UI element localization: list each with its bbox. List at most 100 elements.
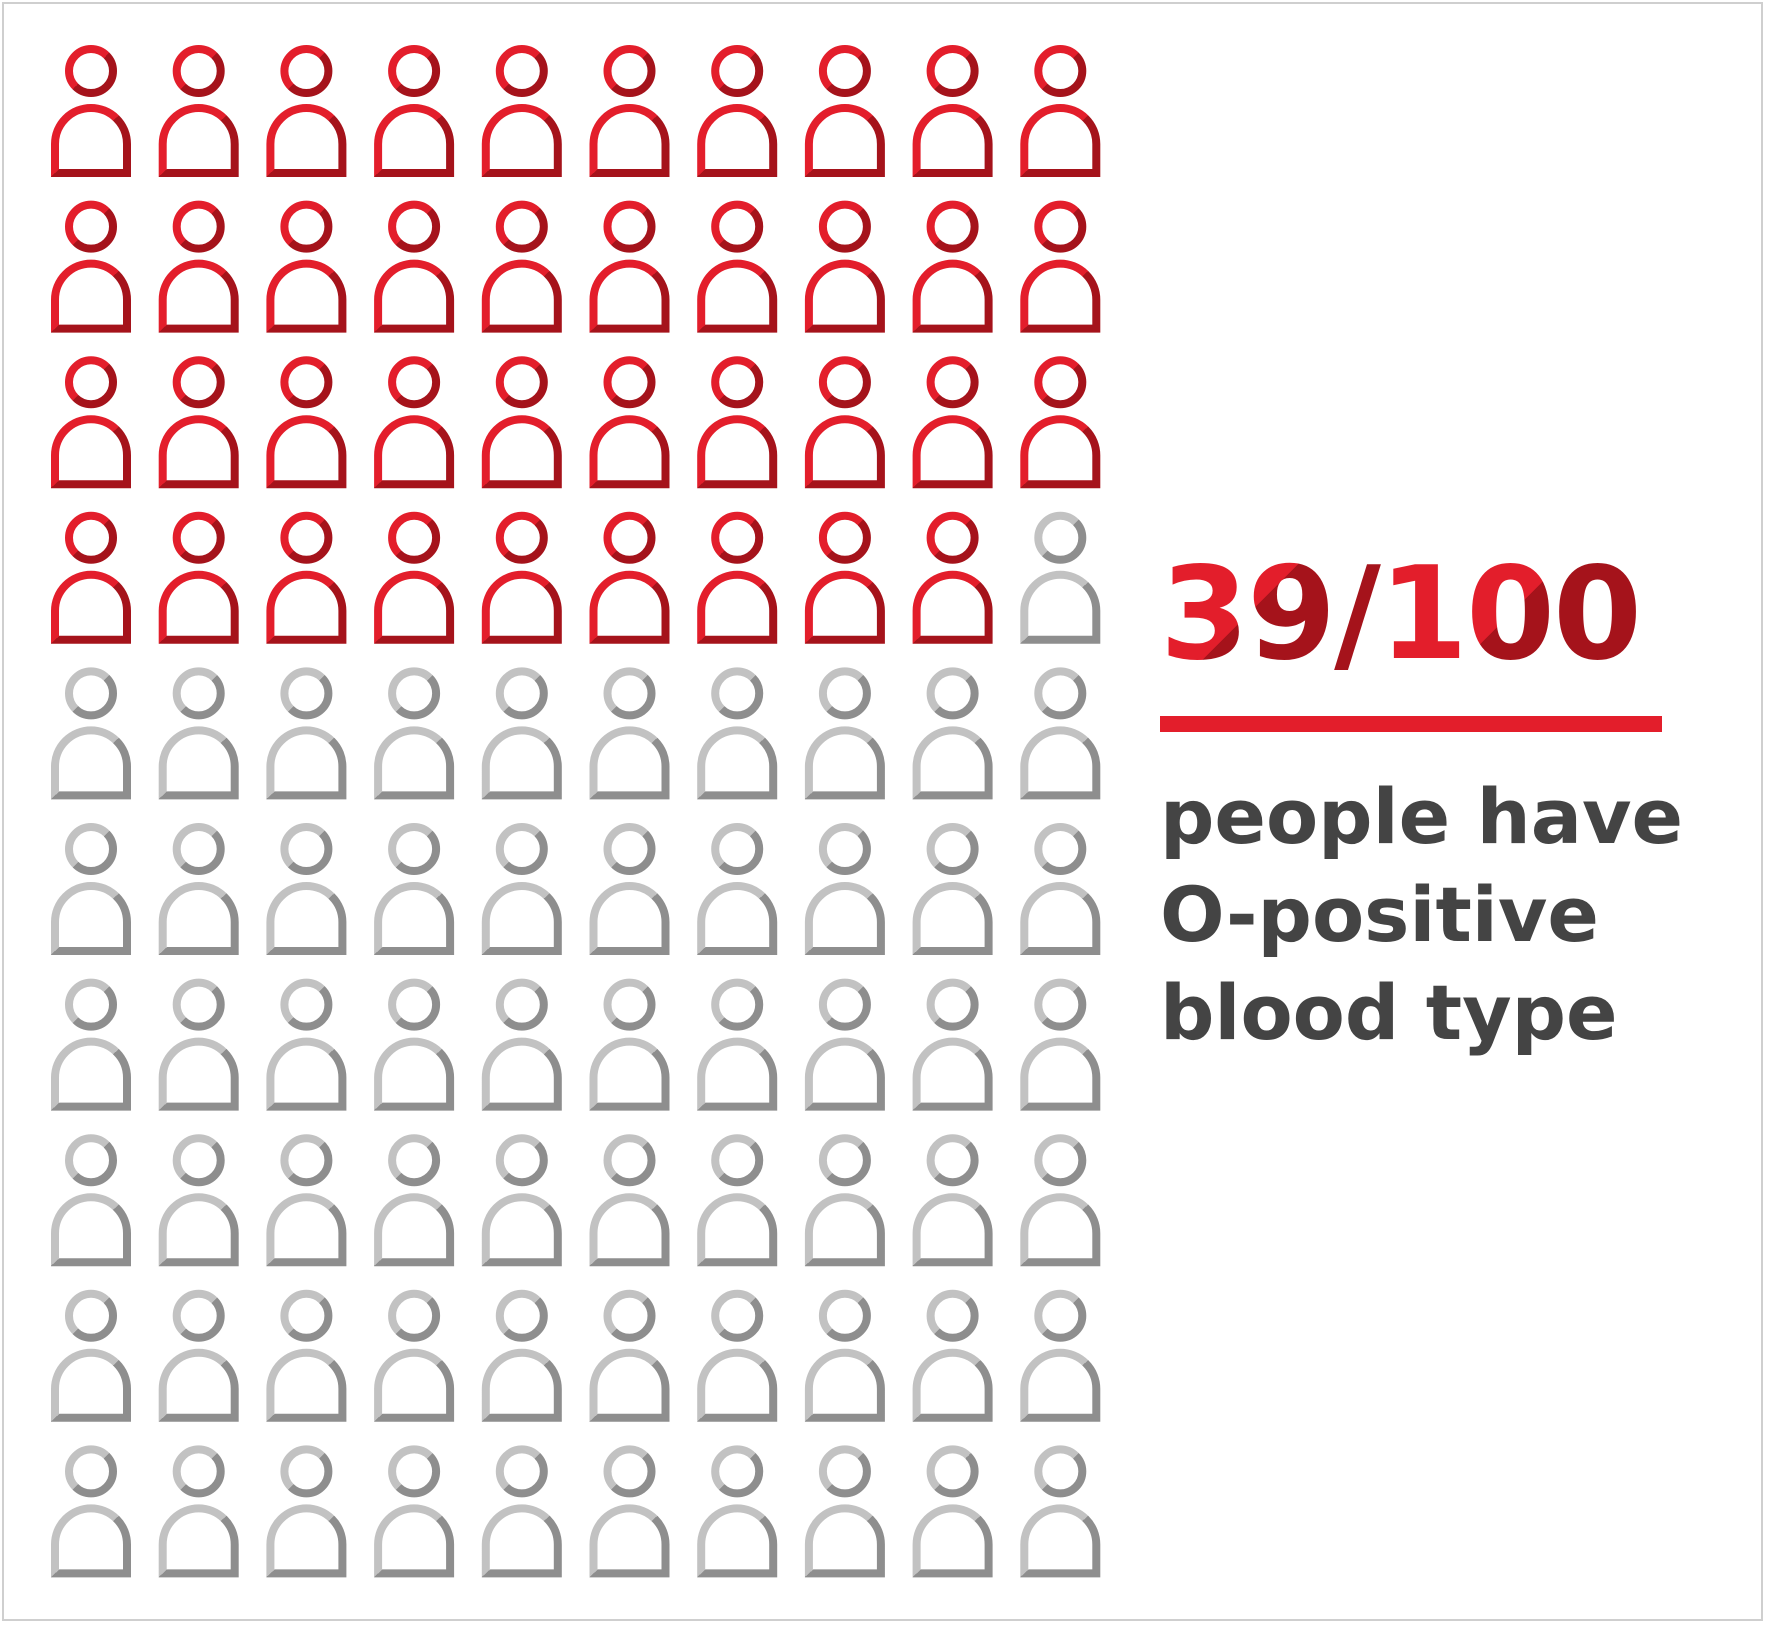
person-icon-highlighted — [51, 356, 131, 489]
person-icon — [697, 667, 778, 800]
person-icon — [158, 1289, 239, 1422]
person-icon-highlighted — [481, 200, 562, 333]
person-icon — [804, 823, 885, 955]
person-icon-highlighted — [481, 356, 562, 489]
person-icon-highlighted — [1020, 45, 1101, 177]
stat-caption: people have O-positive blood type — [1160, 768, 1720, 1062]
person-icon-highlighted — [912, 511, 993, 644]
person-icon-highlighted — [51, 511, 131, 644]
person-icon — [158, 978, 239, 1111]
stat-separator: / — [1334, 540, 1381, 689]
person-icon-highlighted — [589, 356, 670, 489]
person-icon — [51, 1445, 131, 1578]
person-icon-highlighted — [266, 200, 347, 333]
person-icon — [481, 978, 562, 1111]
stat-divider — [1160, 716, 1662, 732]
person-icon — [589, 1289, 670, 1422]
person-icon — [804, 667, 885, 800]
person-icon — [374, 978, 455, 1111]
person-icon-highlighted — [697, 356, 778, 489]
person-icon-highlighted — [1020, 200, 1101, 333]
person-icon — [912, 978, 993, 1111]
person-icon — [158, 823, 239, 955]
person-icon — [374, 823, 455, 955]
person-icon-highlighted — [374, 511, 455, 644]
person-icon — [1020, 1134, 1101, 1267]
person-icon-highlighted — [266, 356, 347, 489]
person-icon-highlighted — [912, 356, 993, 489]
person-icon — [589, 978, 670, 1111]
person-icon-highlighted — [481, 45, 562, 177]
person-icon — [697, 1289, 778, 1422]
caption-line-3: blood type — [1160, 968, 1618, 1057]
person-icon — [374, 1134, 455, 1267]
stat-numerator: 39 — [1160, 540, 1336, 689]
person-icon-highlighted — [266, 45, 347, 177]
person-icon-highlighted — [51, 45, 131, 177]
person-icon-highlighted — [158, 511, 239, 644]
person-icon — [589, 667, 670, 800]
person-icon-highlighted — [697, 200, 778, 333]
person-icon-highlighted — [266, 511, 347, 644]
person-icon — [912, 667, 993, 800]
person-icon — [804, 1134, 885, 1267]
person-icon — [158, 1134, 239, 1267]
person-icon-highlighted — [589, 200, 670, 333]
person-icon-highlighted — [804, 200, 885, 333]
person-icon — [1020, 1445, 1101, 1578]
person-icon — [912, 1134, 993, 1267]
stat-denominator: 100 — [1378, 540, 1642, 689]
person-icon — [804, 978, 885, 1111]
person-icon-highlighted — [158, 356, 239, 489]
person-icon-highlighted — [158, 45, 239, 177]
person-icon — [158, 667, 239, 800]
person-icon — [804, 1445, 885, 1578]
stat-fraction: 39/100 — [1160, 540, 1720, 690]
person-icon-highlighted — [912, 45, 993, 177]
person-icon — [266, 1445, 347, 1578]
person-icon — [697, 1445, 778, 1578]
person-icon-highlighted — [481, 511, 562, 644]
person-icon — [481, 823, 562, 955]
person-icon — [589, 1134, 670, 1267]
pictogram-grid — [51, 45, 1101, 1578]
person-icon-highlighted — [804, 356, 885, 489]
person-icon — [481, 1445, 562, 1578]
person-icon-highlighted — [374, 200, 455, 333]
person-icon — [266, 1289, 347, 1422]
person-icon-highlighted — [589, 511, 670, 644]
person-icon — [1020, 823, 1101, 955]
stat-panel: 39/100 people have O-positive blood type — [1160, 540, 1720, 1062]
person-icon — [266, 667, 347, 800]
person-icon — [589, 1445, 670, 1578]
caption-line-2: O-positive — [1160, 870, 1599, 959]
person-icon — [266, 823, 347, 955]
person-icon-highlighted — [912, 200, 993, 333]
person-icon — [266, 978, 347, 1111]
person-icon — [697, 1134, 778, 1267]
person-icon — [51, 978, 131, 1111]
person-icon — [51, 1289, 131, 1422]
person-icon — [266, 1134, 347, 1267]
person-icon — [697, 823, 778, 955]
person-icon-highlighted — [804, 511, 885, 644]
person-icon — [804, 1289, 885, 1422]
person-icon — [1020, 1289, 1101, 1422]
person-icon — [481, 1134, 562, 1267]
person-icon — [481, 667, 562, 800]
person-icon-highlighted — [374, 45, 455, 177]
person-icon-highlighted — [697, 511, 778, 644]
person-icon — [51, 1134, 131, 1267]
person-icon-highlighted — [374, 356, 455, 489]
person-icon-highlighted — [589, 45, 670, 177]
person-icon — [374, 1445, 455, 1578]
person-icon — [158, 1445, 239, 1578]
person-icon-highlighted — [158, 200, 239, 333]
person-icon — [912, 1289, 993, 1422]
caption-line-1: people have — [1160, 772, 1684, 861]
person-icon — [697, 978, 778, 1111]
person-icon — [912, 1445, 993, 1578]
person-icon — [1020, 978, 1101, 1111]
person-icon-highlighted — [1020, 356, 1101, 489]
person-icon-highlighted — [804, 45, 885, 177]
